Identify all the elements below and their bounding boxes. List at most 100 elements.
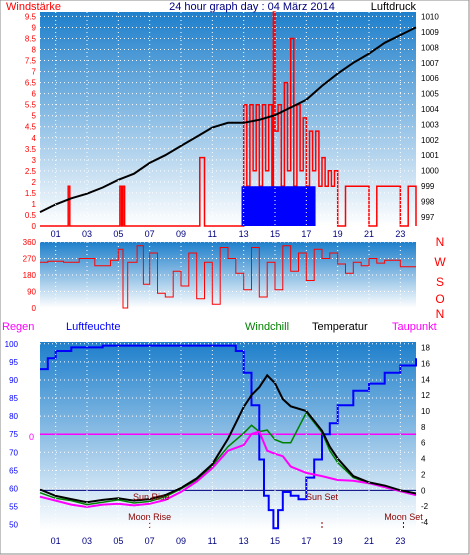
x-tick-label: 17 xyxy=(301,536,311,546)
x-tick-label: 01 xyxy=(51,229,61,239)
wind-pressure-grid xyxy=(40,15,416,227)
sun-set-label: Sun Set xyxy=(306,492,339,502)
dewpoint-line xyxy=(39,430,417,509)
wind-y-ticks: 0 0.5 1 1.5 2 2.5 3 3.5 4 4.5 5 5.5 6 6.5 7 7.5 8 8.5 9 9.5 xyxy=(25,12,37,231)
y-tick-label: 5 xyxy=(32,112,37,121)
y-tick-label: 6.5 xyxy=(25,79,37,88)
x-tick-label: 07 xyxy=(145,536,155,546)
y-tick-label: 1006 xyxy=(421,74,439,83)
x-tick-label: 09 xyxy=(176,229,186,239)
legend-humidity: Luftfeuchte xyxy=(66,321,120,333)
x-tick-label: 19 xyxy=(333,536,343,546)
wind-direction-y-ticks: 0 90 180 270 360 xyxy=(23,238,37,313)
y-tick-label: 0 xyxy=(421,486,426,495)
y-tick-label: 2.5 xyxy=(25,167,37,176)
x-tick-label: 17 xyxy=(301,229,311,239)
y-tick-label: 60 xyxy=(9,484,18,493)
y-tick-label: 80 xyxy=(9,412,18,421)
y-tick-label: 65 xyxy=(9,466,18,475)
y-tick-label: 2 xyxy=(32,178,37,187)
humidity-temperature-panel: Sun Rise Sun Set Moon Rise Moon Set 50 55… xyxy=(2,321,437,546)
y-tick-label: 1002 xyxy=(421,136,439,145)
y-tick-label: 6 xyxy=(421,439,426,448)
y-tick-label: 5.5 xyxy=(25,101,37,110)
x-tick-label: 01 xyxy=(51,536,61,546)
y-tick-label: 1010 xyxy=(421,13,439,22)
x-tick-label: 07 xyxy=(145,229,155,239)
x-tick-label: 13 xyxy=(239,229,249,239)
y-tick-label: 0 xyxy=(32,304,37,313)
temperature-y-ticks: -4 -2 0 2 4 6 8 10 12 14 16 18 xyxy=(421,344,430,528)
legend-temperature: Temperatur xyxy=(312,321,368,333)
y-tick-label: 997 xyxy=(421,213,435,222)
chart-title: 24 hour graph day : 04 März 2014 xyxy=(169,1,335,13)
x-tick-label: 21 xyxy=(364,536,374,546)
x-tick-label: 03 xyxy=(82,536,92,546)
y-tick-label: 1001 xyxy=(421,151,439,160)
windchill-line xyxy=(39,411,417,506)
y-tick-label: 1008 xyxy=(421,43,439,52)
compass-label: S xyxy=(436,275,444,289)
legend-windchill: Windchill xyxy=(245,321,289,333)
humidity-line xyxy=(40,344,417,530)
y-tick-label: -4 xyxy=(421,518,429,527)
y-tick-label: 4.5 xyxy=(25,123,37,132)
y-tick-label: 90 xyxy=(27,288,36,297)
y-tick-label: 360 xyxy=(23,238,37,247)
compass-label: N xyxy=(436,235,445,249)
y-tick-label: 7 xyxy=(32,68,37,77)
y-tick-label: 270 xyxy=(23,255,37,264)
y-tick-label: 18 xyxy=(421,344,430,353)
y-tick-label: 1005 xyxy=(421,90,439,99)
wind-pressure-plot-area xyxy=(40,12,416,226)
y-tick-label: 1004 xyxy=(421,105,439,114)
y-tick-label: 2 xyxy=(421,470,426,479)
x-tick-label: 23 xyxy=(395,229,405,239)
pressure-y-ticks: 997 998 999 1000 1001 1002 1003 1004 1005 1006 100… xyxy=(421,13,439,222)
x-tick-label: 11 xyxy=(208,536,217,546)
y-tick-label: 998 xyxy=(421,197,435,206)
y-tick-label: 8.5 xyxy=(25,34,37,43)
x-tick-label: 19 xyxy=(333,229,343,239)
sun-rise-label: Sun Rise xyxy=(133,492,170,502)
y-tick-label: 90 xyxy=(9,376,18,385)
x-tick-label: 03 xyxy=(82,229,92,239)
compass-label: W xyxy=(434,255,446,269)
wind-pressure-panel: 0 0.5 1 1.5 2 2.5 3 3.5 4 4.5 5 5.5 6 6.5 7 7.5 8 8.5 9 9.5… xyxy=(6,1,439,239)
y-tick-label: 0 xyxy=(32,222,37,231)
y-tick-label: 55 xyxy=(9,503,18,512)
x-tick-label: 15 xyxy=(270,229,280,239)
y-tick-label: 12 xyxy=(421,391,430,400)
legend-rain: Regen xyxy=(2,321,34,333)
y-tick-label: 1007 xyxy=(421,59,439,68)
y-tick-label: 4 xyxy=(421,455,426,464)
moon-set-label: Moon Set xyxy=(384,512,423,522)
y-tick-label: 3 xyxy=(32,156,37,165)
x-tick-label: 05 xyxy=(113,229,123,239)
rain-marker: 0 xyxy=(29,432,34,442)
x-tick-label: 09 xyxy=(176,536,186,546)
humidity-x-ticks: 01 03 05 07 09 11 13 15 17 19 21 23 xyxy=(51,342,405,546)
compass-label: O xyxy=(435,292,444,306)
moon-rise-label: Moon Rise xyxy=(128,512,171,522)
y-tick-label: 1 xyxy=(32,200,37,209)
y-tick-label: 75 xyxy=(9,430,18,439)
y-tick-label: 100 xyxy=(5,340,19,349)
y-tick-label: 16 xyxy=(421,359,430,368)
y-tick-label: 8 xyxy=(421,423,426,432)
wind-axis-label: Windstärke xyxy=(6,1,61,13)
wind-x-ticks: 01 03 05 07 09 11 13 15 17 19 21 23 xyxy=(51,12,405,239)
y-tick-label: 3.5 xyxy=(25,145,37,154)
y-tick-label: 10 xyxy=(421,407,430,416)
temperature-line xyxy=(39,373,417,504)
pressure-line xyxy=(39,26,417,213)
humidity-temperature-plot-area xyxy=(40,342,416,530)
y-tick-label: 70 xyxy=(9,448,18,457)
y-tick-label: -2 xyxy=(421,502,429,511)
y-tick-label: 85 xyxy=(9,394,18,403)
x-tick-label: 23 xyxy=(395,536,405,546)
wind-gust-series xyxy=(241,186,316,226)
